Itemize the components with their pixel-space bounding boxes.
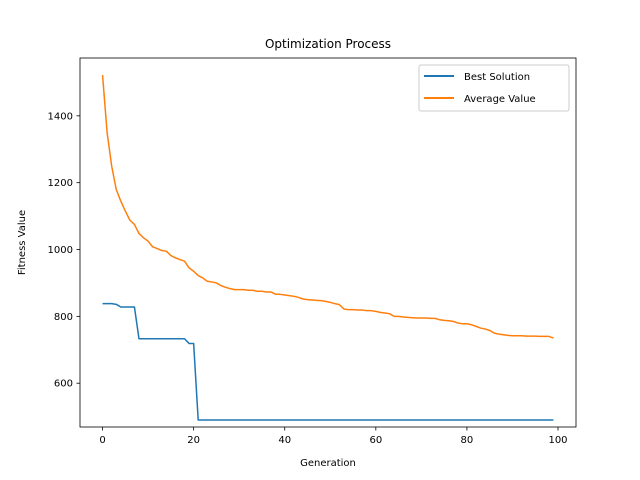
y-tick-label: 1200 — [48, 178, 73, 189]
x-tick-label: 40 — [278, 435, 291, 446]
legend: Best Solution Average Value — [418, 64, 570, 112]
x-axis: 0 20 40 60 80 100 — [99, 427, 568, 446]
x-tick-label: 80 — [461, 435, 474, 446]
y-tick-label: 1400 — [48, 111, 73, 122]
y-axis: 600 800 1000 1200 1400 — [48, 111, 80, 390]
y-tick-label: 1000 — [48, 245, 73, 256]
legend-label-average-value: Average Value — [464, 94, 536, 105]
legend-box — [418, 64, 570, 112]
legend-label-best-solution: Best Solution — [464, 72, 530, 83]
y-axis-label: Fitness Value — [17, 210, 28, 275]
series-line-average-value — [101, 74, 554, 339]
y-tick-label: 600 — [54, 379, 73, 390]
x-tick-label: 60 — [369, 435, 382, 446]
x-tick-label: 100 — [548, 435, 567, 446]
x-axis-label: Generation — [300, 458, 356, 469]
y-tick-label: 800 — [54, 312, 73, 323]
x-tick-label: 20 — [187, 435, 200, 446]
series-line-best-solution — [102, 302, 554, 421]
x-tick-label: 0 — [99, 435, 105, 446]
chart-title: Optimization Process — [265, 37, 391, 51]
plot-lines — [101, 74, 554, 421]
plot-frame — [79, 57, 577, 428]
